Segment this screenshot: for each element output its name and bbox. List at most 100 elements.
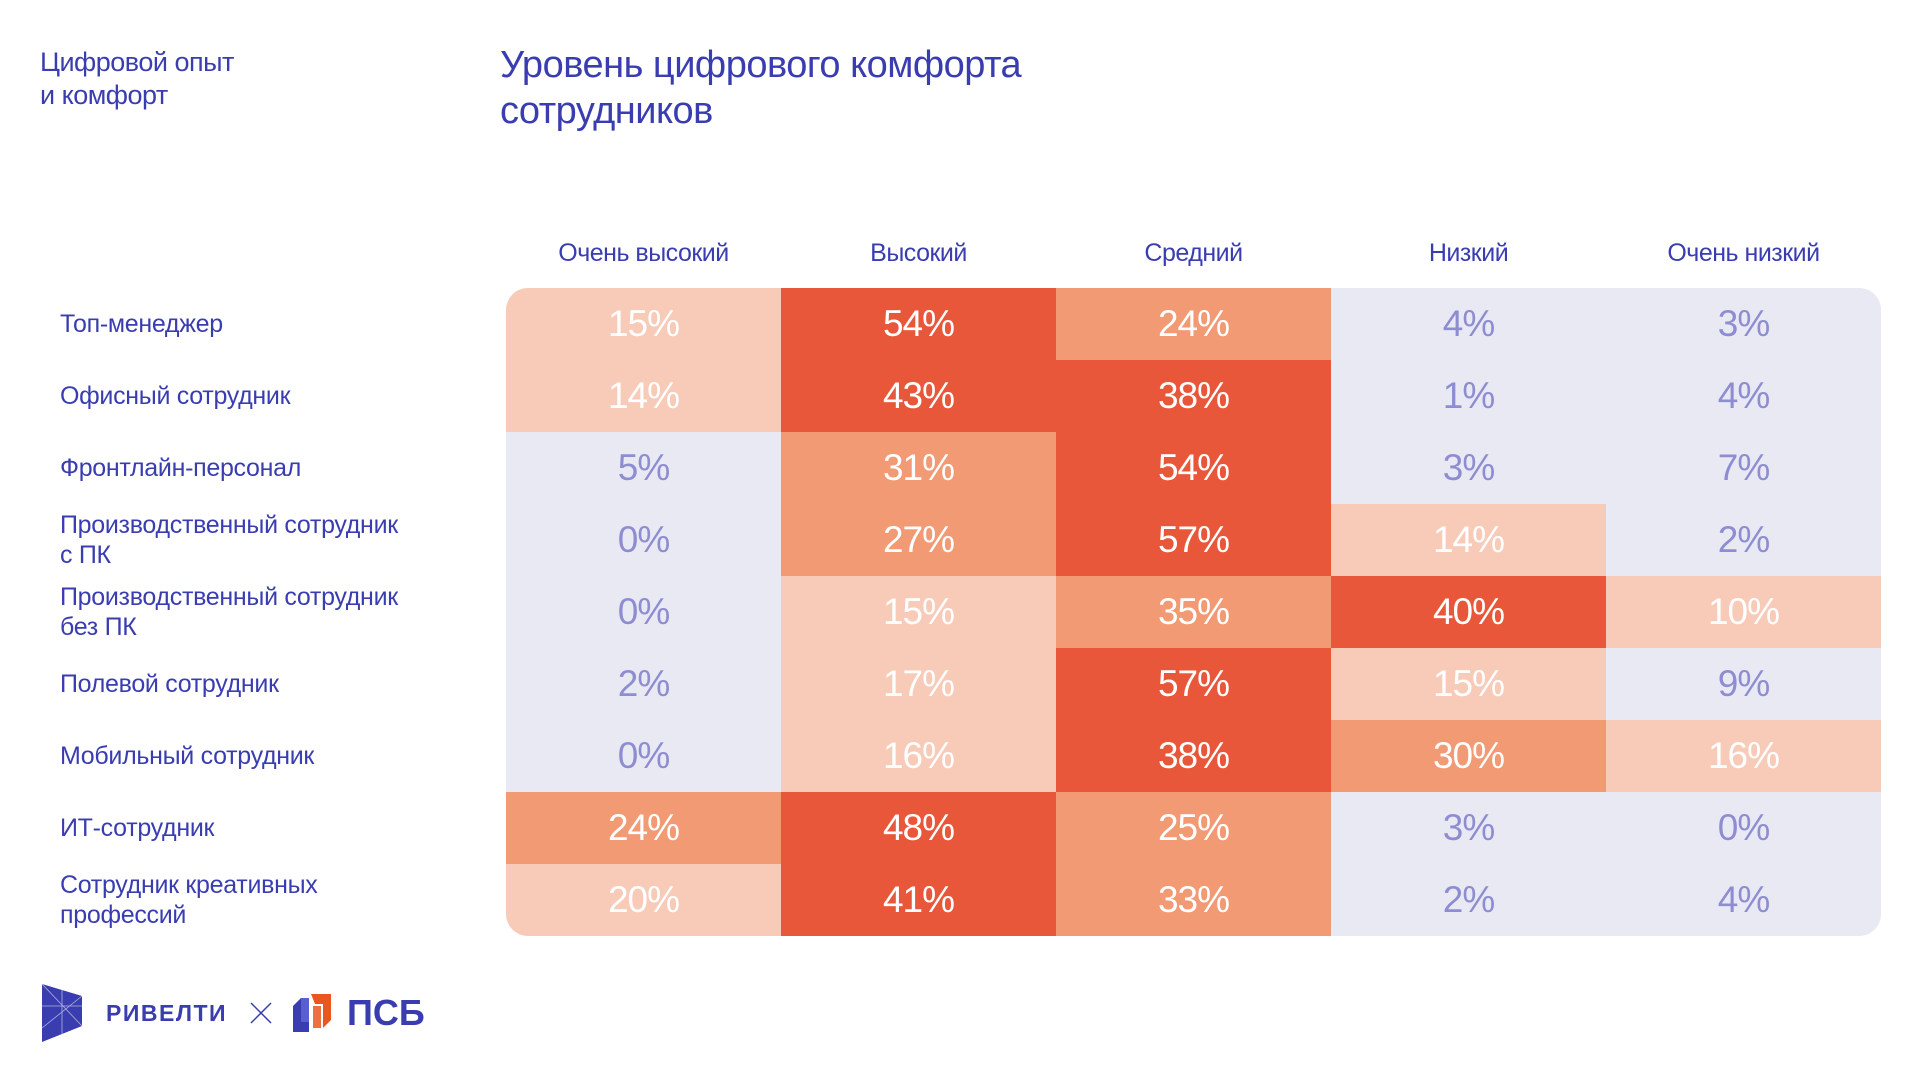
heatmap-cell: 38% [1056,720,1331,792]
heatmap-cell-value: 15% [607,303,680,344]
row-label: Мобильный сотрудник [60,720,480,792]
column-header: Низкий [1428,239,1509,267]
column-header: Очень низкий [1667,239,1820,267]
row-label-text: Производственный сотрудник с ПК [60,511,398,569]
heatmap-cell: 48% [781,792,1056,864]
heatmap-cell-value: 0% [617,735,670,776]
row-label: Полевой сотрудник [60,648,480,720]
heatmap-cell: 4% [1331,288,1606,360]
row-label-text: Сотрудник креативных профессий [60,871,318,929]
rivelti-logo-icon [41,983,83,1042]
heatmap-cell: 2% [506,648,781,720]
heatmap-cell: 0% [506,504,781,576]
heatmap-cell-value: 0% [617,591,670,632]
heatmap-cell-value: 17% [882,663,955,704]
heatmap-cell: 17% [781,648,1056,720]
rivelti-logo-text: РИВЕЛТИ [106,999,228,1026]
cross-separator-icon [250,1002,272,1024]
heatmap-cell: 54% [1056,432,1331,504]
heatmap-cell-value: 27% [882,519,955,560]
heatmap-cell-value: 24% [1157,303,1230,344]
heatmap-cell: 57% [1056,648,1331,720]
row-label: Офисный сотрудник [60,360,480,432]
heatmap-cell: 0% [1606,792,1881,864]
heatmap-cell: 16% [781,720,1056,792]
heatmap-cell-value: 2% [1442,879,1495,920]
heatmap-cell: 14% [506,360,781,432]
heatmap-cell-value: 14% [1432,519,1505,560]
row-label-text: Офисный сотрудник [60,382,291,410]
heatmap-cell-value: 3% [1717,303,1770,344]
heatmap-cell-value: 14% [607,375,680,416]
heatmap-cell-value: 35% [1157,591,1230,632]
heatmap-cell: 38% [1056,360,1331,432]
heatmap-cell-value: 25% [1157,807,1230,848]
heatmap-cell: 4% [1606,864,1881,936]
heatmap-cell-value: 30% [1432,735,1505,776]
heatmap-grid: 15% 54% 24% 4% 3% 14% 43% 38% 1% 4% 5% 31% 54% 3% 7% 0%… [506,288,1881,936]
heatmap-cell-value: 40% [1432,591,1505,632]
heatmap-cell: 54% [781,288,1056,360]
psb-logo-icon [293,994,332,1032]
heatmap-cell: 25% [1056,792,1331,864]
heatmap-cell: 14% [1331,504,1606,576]
heatmap-cell-value: 16% [1707,735,1780,776]
row-label: Сотрудник креативных профессий [60,864,480,936]
page-title-line1: Уровень цифрового комфорта [500,44,1022,86]
heatmap-cell: 33% [1056,864,1331,936]
heatmap-cell: 16% [1606,720,1881,792]
heatmap-cell-value: 24% [607,807,680,848]
heatmap-cell-value: 38% [1157,375,1230,416]
row-label: ИТ-сотрудник [60,792,480,864]
row-label-text: Топ-менеджер [60,310,223,338]
column-header: Высокий [870,239,967,267]
heatmap-cell: 3% [1331,792,1606,864]
row-label-text: Полевой сотрудник [60,670,279,698]
heatmap-cell-value: 9% [1717,663,1770,704]
heatmap-cell-value: 4% [1717,879,1770,920]
row-label-text: Производственный сотрудник без ПК [60,583,398,641]
heatmap-cell: 4% [1606,360,1881,432]
heatmap-cell: 15% [1331,648,1606,720]
row-label: Топ-менеджер [60,288,480,360]
heatmap-cell-value: 0% [617,519,670,560]
heatmap-cell-value: 15% [1432,663,1505,704]
heatmap-cell-value: 0% [1717,807,1770,848]
page-title-line2: сотрудников [500,90,713,132]
heatmap-cell-value: 4% [1717,375,1770,416]
footer-logos: РИВЕЛТИ ПСБ [40,982,425,1044]
heatmap-cell: 24% [506,792,781,864]
heatmap-cell: 57% [1056,504,1331,576]
heatmap-cell: 24% [1056,288,1331,360]
heatmap-cell-value: 3% [1442,447,1495,488]
row-label: Фронтлайн-персонал [60,432,480,504]
heatmap-cell: 15% [781,576,1056,648]
row-labels: Топ-менеджер Офисный сотрудник Фронтлайн-п… [60,288,480,936]
heatmap-cell: 20% [506,864,781,936]
heatmap-cell: 40% [1331,576,1606,648]
heatmap-cell: 10% [1606,576,1881,648]
heatmap-cell: 7% [1606,432,1881,504]
heatmap-cell: 31% [781,432,1056,504]
heatmap-cell: 9% [1606,648,1881,720]
heatmap-cell-value: 41% [882,879,955,920]
heatmap-cell: 41% [781,864,1056,936]
page-title: Уровень цифрового комфорта сотрудников [500,42,1022,134]
heatmap-cell-value: 10% [1707,591,1780,632]
heatmap-cell-value: 5% [617,447,670,488]
section-label-line2: и комфорт [40,80,168,110]
column-header: Очень высокий [558,239,729,267]
heatmap-cell-value: 48% [882,807,955,848]
heatmap-cell-value: 4% [1442,303,1495,344]
row-label-text: Фронтлайн-персонал [60,454,302,482]
heatmap-cell-value: 57% [1157,519,1230,560]
heatmap-cell-value: 20% [607,879,680,920]
heatmap-cell-value: 33% [1157,879,1230,920]
heatmap-cell: 3% [1331,432,1606,504]
row-label: Производственный сотрудник без ПК [60,576,480,648]
row-label: Производственный сотрудник с ПК [60,504,480,576]
heatmap-cell: 27% [781,504,1056,576]
psb-logo-text: ПСБ [347,992,425,1033]
heatmap-cell: 3% [1606,288,1881,360]
heatmap-cell-value: 2% [1717,519,1770,560]
